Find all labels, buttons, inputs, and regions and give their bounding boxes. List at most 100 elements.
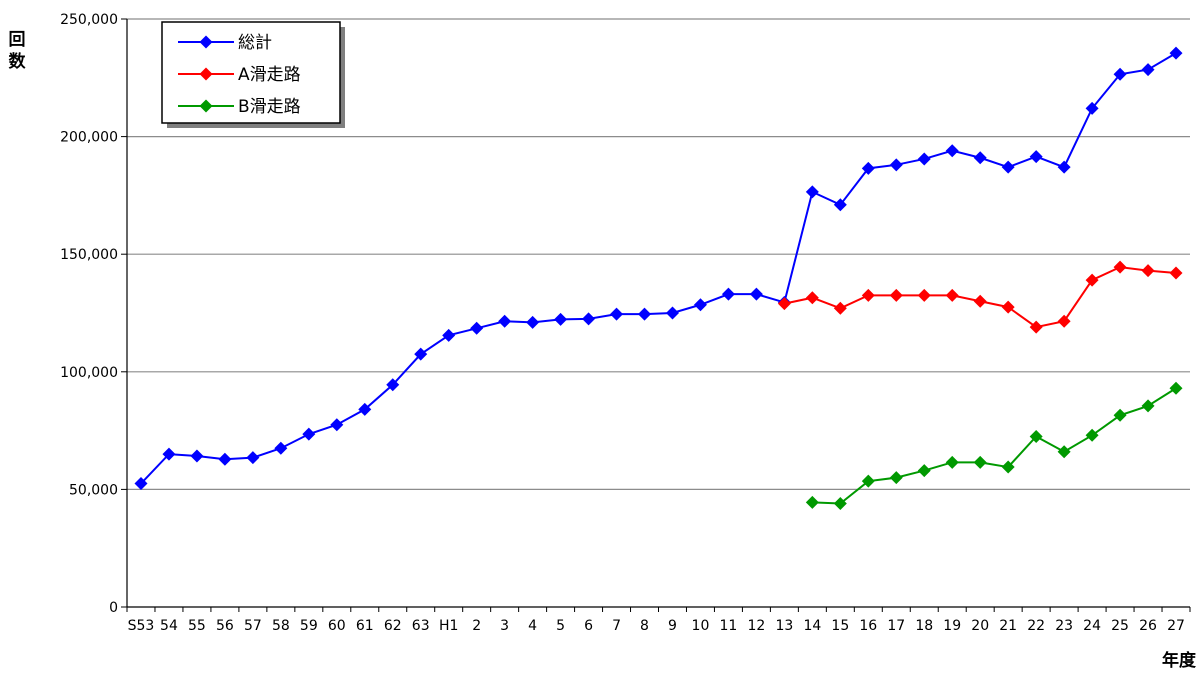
x-tick-label: 57 (244, 618, 262, 634)
data-point (917, 288, 931, 302)
data-point (1029, 150, 1043, 164)
x-tick-label: 55 (188, 618, 206, 634)
legend-label: 総計 (238, 33, 272, 53)
data-point (861, 288, 875, 302)
x-tick-label: 10 (692, 618, 710, 634)
x-tick-label: 5 (556, 618, 565, 634)
y-tick-labels: 0 50,000 100,000 150,000 200,000 250,000 (60, 12, 127, 616)
x-tick-label: 9 (668, 618, 677, 634)
data-point (889, 471, 903, 485)
data-point (330, 418, 344, 432)
data-point (665, 306, 679, 320)
data-point (945, 455, 959, 469)
legend-label: A滑走路 (238, 65, 301, 85)
x-tick-label: 12 (747, 618, 765, 634)
data-point (721, 287, 735, 301)
data-point (1001, 300, 1015, 314)
x-tick-label: H1 (439, 618, 458, 634)
grid-lines (127, 18, 1190, 490)
x-tick-label: 19 (943, 618, 961, 634)
legend-marker (199, 67, 213, 81)
series-2 (777, 260, 1183, 334)
x-tick-label: 62 (384, 618, 402, 634)
x-tick-label: 24 (1083, 618, 1101, 634)
data-point (1001, 160, 1015, 174)
data-point (1085, 428, 1099, 442)
y-tick-label: 200,000 (60, 130, 118, 146)
x-tick-label: 59 (300, 618, 318, 634)
data-point (805, 291, 819, 305)
data-point (833, 301, 847, 315)
x-tick-label: 23 (1055, 618, 1073, 634)
data-point (414, 347, 428, 361)
data-point (917, 464, 931, 478)
data-point (861, 161, 875, 175)
x-tick-label: 26 (1139, 618, 1157, 634)
x-tick-label: 13 (775, 618, 793, 634)
data-point (889, 288, 903, 302)
x-tick-label: 27 (1167, 618, 1185, 634)
data-point (554, 312, 568, 326)
data-point (1169, 46, 1183, 60)
x-tick-label: 60 (328, 618, 346, 634)
x-tick-label: 7 (612, 618, 621, 634)
data-point (1029, 320, 1043, 334)
x-tick-label: S53 (128, 618, 155, 634)
x-tick-label: 8 (640, 618, 649, 634)
data-point (386, 378, 400, 392)
x-tick-label: 16 (859, 618, 877, 634)
data-point (1085, 273, 1099, 287)
x-tick-label: 58 (272, 618, 290, 634)
data-point (805, 495, 819, 509)
data-point (274, 441, 288, 455)
data-point (1169, 266, 1183, 280)
x-tick-label: 56 (216, 618, 234, 634)
data-point (1169, 381, 1183, 395)
x-tick-label: 15 (831, 618, 849, 634)
x-axis-title: 年度 (1162, 650, 1197, 671)
data-point (1057, 314, 1071, 328)
data-point (805, 185, 819, 199)
data-point (917, 152, 931, 166)
data-point (246, 451, 260, 465)
series (134, 46, 1183, 511)
data-point (1141, 63, 1155, 77)
x-tick-label: 3 (500, 618, 509, 634)
x-tick-label: 21 (999, 618, 1017, 634)
x-tick-label: 20 (971, 618, 989, 634)
data-point (134, 477, 148, 491)
data-point (190, 449, 204, 463)
data-point (1113, 67, 1127, 81)
data-point (302, 427, 316, 441)
data-point (442, 328, 456, 342)
legend-label: B滑走路 (238, 97, 301, 117)
data-point (945, 288, 959, 302)
x-tick-label: 61 (356, 618, 374, 634)
data-point (1113, 260, 1127, 274)
data-point (1057, 160, 1071, 174)
data-point (1141, 264, 1155, 278)
x-tick-label: 6 (584, 618, 593, 634)
data-point (162, 447, 176, 461)
data-point (1141, 399, 1155, 413)
data-point (1113, 408, 1127, 422)
y-tick-label: 0 (109, 600, 118, 616)
y-axis-title-char-2: 数 (9, 51, 27, 72)
data-point (973, 151, 987, 165)
y-tick-label: 150,000 (60, 247, 118, 263)
y-tick-label: 250,000 (60, 12, 118, 28)
data-point (749, 287, 763, 301)
x-tick-label: 4 (528, 618, 537, 634)
data-point (526, 315, 540, 329)
data-point (777, 297, 791, 311)
data-point (470, 321, 484, 335)
data-point (1057, 445, 1071, 459)
x-tick-label: 63 (412, 618, 430, 634)
data-point (1029, 429, 1043, 443)
data-point (889, 158, 903, 172)
x-tick-label: 18 (915, 618, 933, 634)
data-point (498, 314, 512, 328)
data-point (833, 497, 847, 511)
